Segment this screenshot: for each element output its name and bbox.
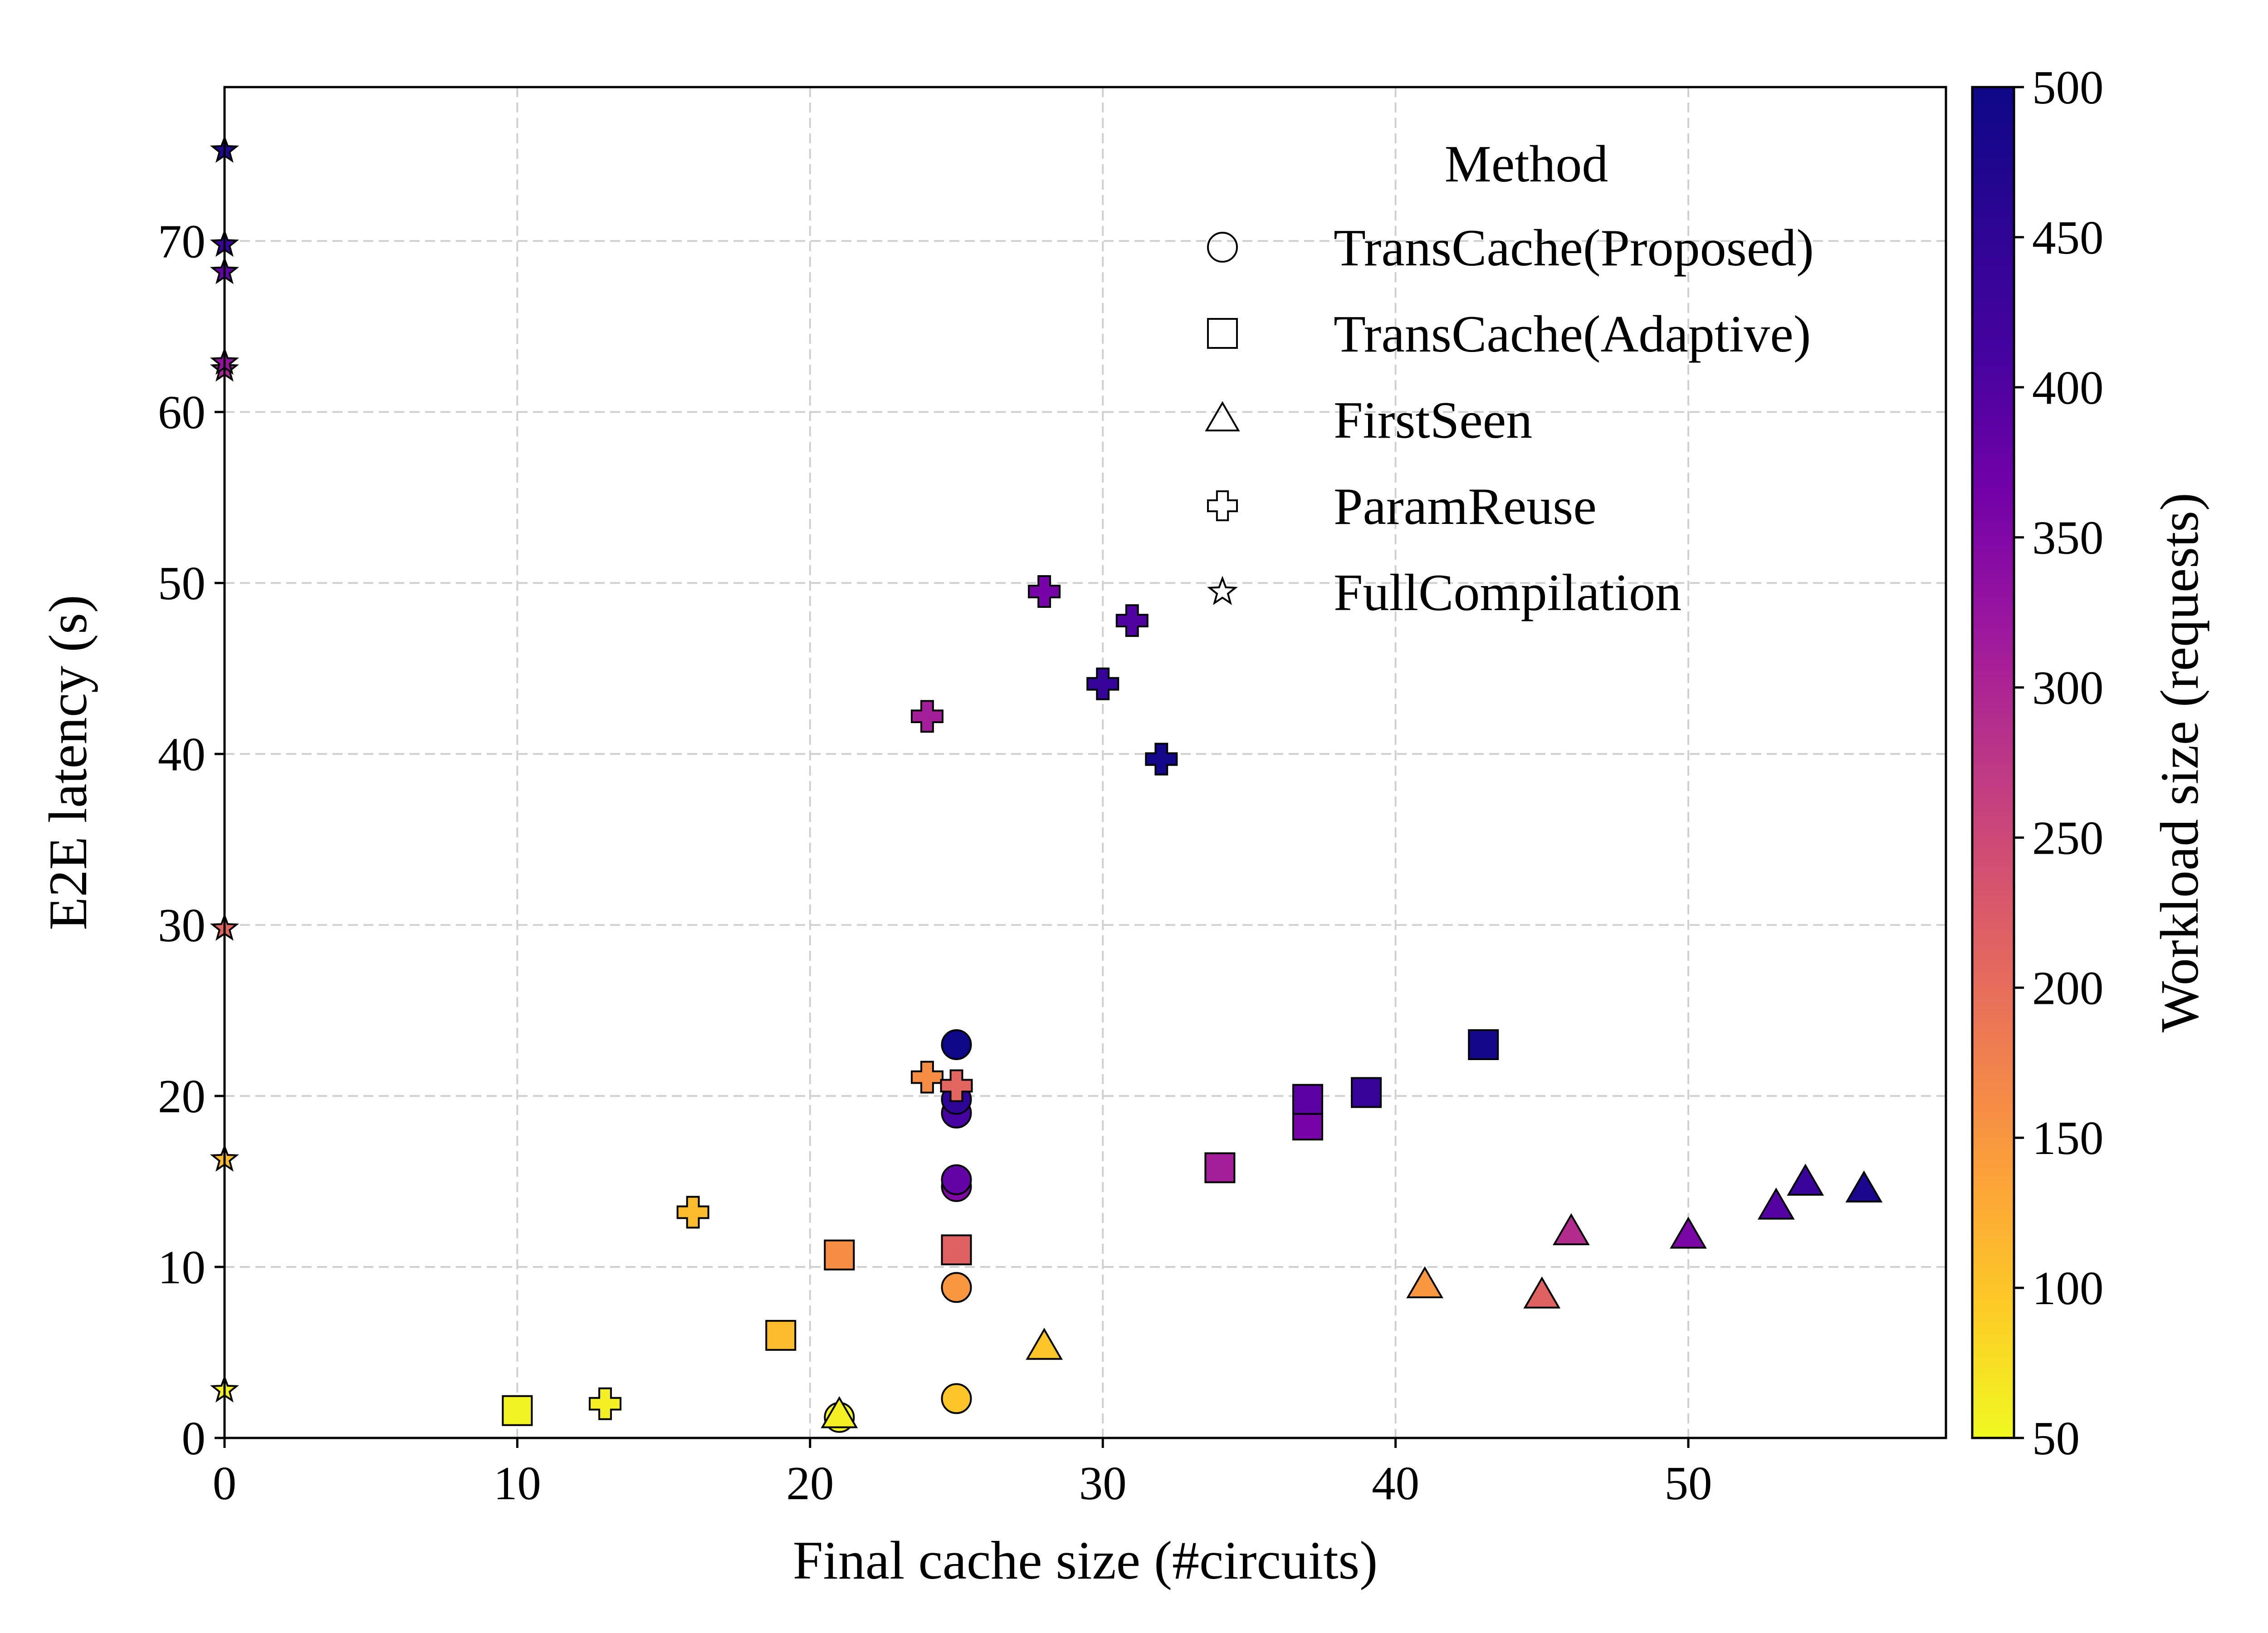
data-point-square bbox=[1204, 1152, 1236, 1183]
legend: Method TransCache(Proposed) TransCache(Ad… bbox=[1205, 135, 1814, 622]
legend-marker-plus bbox=[1207, 490, 1238, 521]
colorbar-gradient bbox=[1971, 86, 2015, 1439]
data-point-triangle bbox=[1523, 1276, 1561, 1309]
data-markers bbox=[210, 135, 1883, 1433]
colorbar: 50 100 150 200 250 300 350 400 450 500 Workload s… bbox=[1971, 61, 2209, 1465]
data-point-square bbox=[1292, 1110, 1324, 1141]
data-point-circle bbox=[941, 1272, 972, 1303]
colorbar-tick-label: 450 bbox=[2032, 211, 2104, 264]
y-tick-label: 60 bbox=[158, 386, 205, 439]
colorbar-tick-label: 200 bbox=[2032, 961, 2104, 1014]
legend-label: TransCache(Adaptive) bbox=[1334, 305, 1811, 363]
data-point-square bbox=[1351, 1077, 1382, 1108]
colorbar-tick-label: 350 bbox=[2032, 511, 2104, 564]
x-tick-label: 10 bbox=[494, 1457, 541, 1510]
data-point-plus bbox=[1086, 667, 1119, 700]
colorbar-tick-label: 100 bbox=[2032, 1261, 2104, 1315]
data-point-circle bbox=[941, 1029, 972, 1060]
data-point-plus bbox=[910, 700, 943, 733]
data-point-square bbox=[502, 1395, 533, 1426]
x-tick-label: 0 bbox=[213, 1457, 237, 1510]
colorbar-tick-label: 300 bbox=[2032, 661, 2104, 714]
colorbar-tick-label: 400 bbox=[2032, 361, 2104, 414]
data-point-triangle bbox=[1026, 1328, 1063, 1360]
legend-title: Method bbox=[1445, 135, 1608, 193]
data-point-triangle bbox=[1845, 1170, 1883, 1203]
data-point-square bbox=[1292, 1084, 1324, 1115]
legend-label: FirstSeen bbox=[1334, 391, 1532, 450]
axis-ticks: 0 10 20 30 40 50 0 10 20 30 40 50 60 70 bbox=[158, 215, 1712, 1510]
legend-marker-star bbox=[1207, 576, 1238, 605]
x-tick-label: 50 bbox=[1665, 1457, 1712, 1510]
data-point-square bbox=[941, 1234, 972, 1266]
data-point-triangle bbox=[1787, 1164, 1824, 1196]
data-point-square bbox=[765, 1320, 797, 1351]
data-point-triangle bbox=[1670, 1217, 1707, 1249]
colorbar-tick-label: 250 bbox=[2032, 811, 2104, 864]
colorbar-tick-label: 150 bbox=[2032, 1111, 2104, 1164]
y-tick-label: 40 bbox=[158, 728, 205, 781]
x-tick-label: 20 bbox=[786, 1457, 834, 1510]
legend-label: FullCompilation bbox=[1334, 564, 1681, 622]
y-tick-label: 0 bbox=[182, 1412, 206, 1465]
data-point-triangle bbox=[1406, 1266, 1444, 1299]
legend-marker-circle bbox=[1207, 232, 1238, 263]
data-point-plus bbox=[1028, 575, 1061, 608]
y-tick-label: 50 bbox=[158, 557, 205, 610]
legend-label: ParamReuse bbox=[1334, 478, 1597, 536]
x-tick-label: 30 bbox=[1079, 1457, 1127, 1510]
colorbar-title: Workload size (requests) bbox=[2149, 493, 2209, 1032]
data-point-square bbox=[1468, 1029, 1499, 1060]
y-tick-label: 10 bbox=[158, 1241, 205, 1294]
y-tick-label: 20 bbox=[158, 1070, 205, 1123]
colorbar-tick-label: 500 bbox=[2032, 61, 2104, 114]
legend-label: TransCache(Proposed) bbox=[1334, 219, 1814, 277]
legend-marker-square bbox=[1207, 318, 1238, 349]
data-point-plus bbox=[676, 1196, 709, 1229]
data-point-circle bbox=[941, 1383, 972, 1414]
data-point-circle bbox=[941, 1164, 972, 1195]
colorbar-tick-label: 50 bbox=[2032, 1412, 2080, 1465]
legend-marker-triangle bbox=[1205, 401, 1240, 431]
data-point-plus bbox=[910, 1061, 943, 1094]
y-tick-label: 70 bbox=[158, 215, 205, 268]
data-point-plus bbox=[940, 1069, 973, 1102]
data-point-triangle bbox=[1757, 1188, 1795, 1220]
y-tick-label: 30 bbox=[158, 899, 205, 952]
x-tick-label: 40 bbox=[1372, 1457, 1419, 1510]
data-point-triangle bbox=[821, 1396, 858, 1428]
data-point-plus bbox=[1115, 604, 1149, 637]
data-point-square bbox=[824, 1239, 855, 1271]
plot-area-frame bbox=[223, 86, 1947, 1439]
data-point-plus bbox=[589, 1387, 622, 1420]
y-axis-title: E2E latency (s) bbox=[38, 595, 98, 930]
x-axis-title: Final cache size (#circuits) bbox=[793, 1530, 1378, 1590]
data-point-plus bbox=[1145, 743, 1178, 776]
data-point-triangle bbox=[1553, 1213, 1590, 1246]
